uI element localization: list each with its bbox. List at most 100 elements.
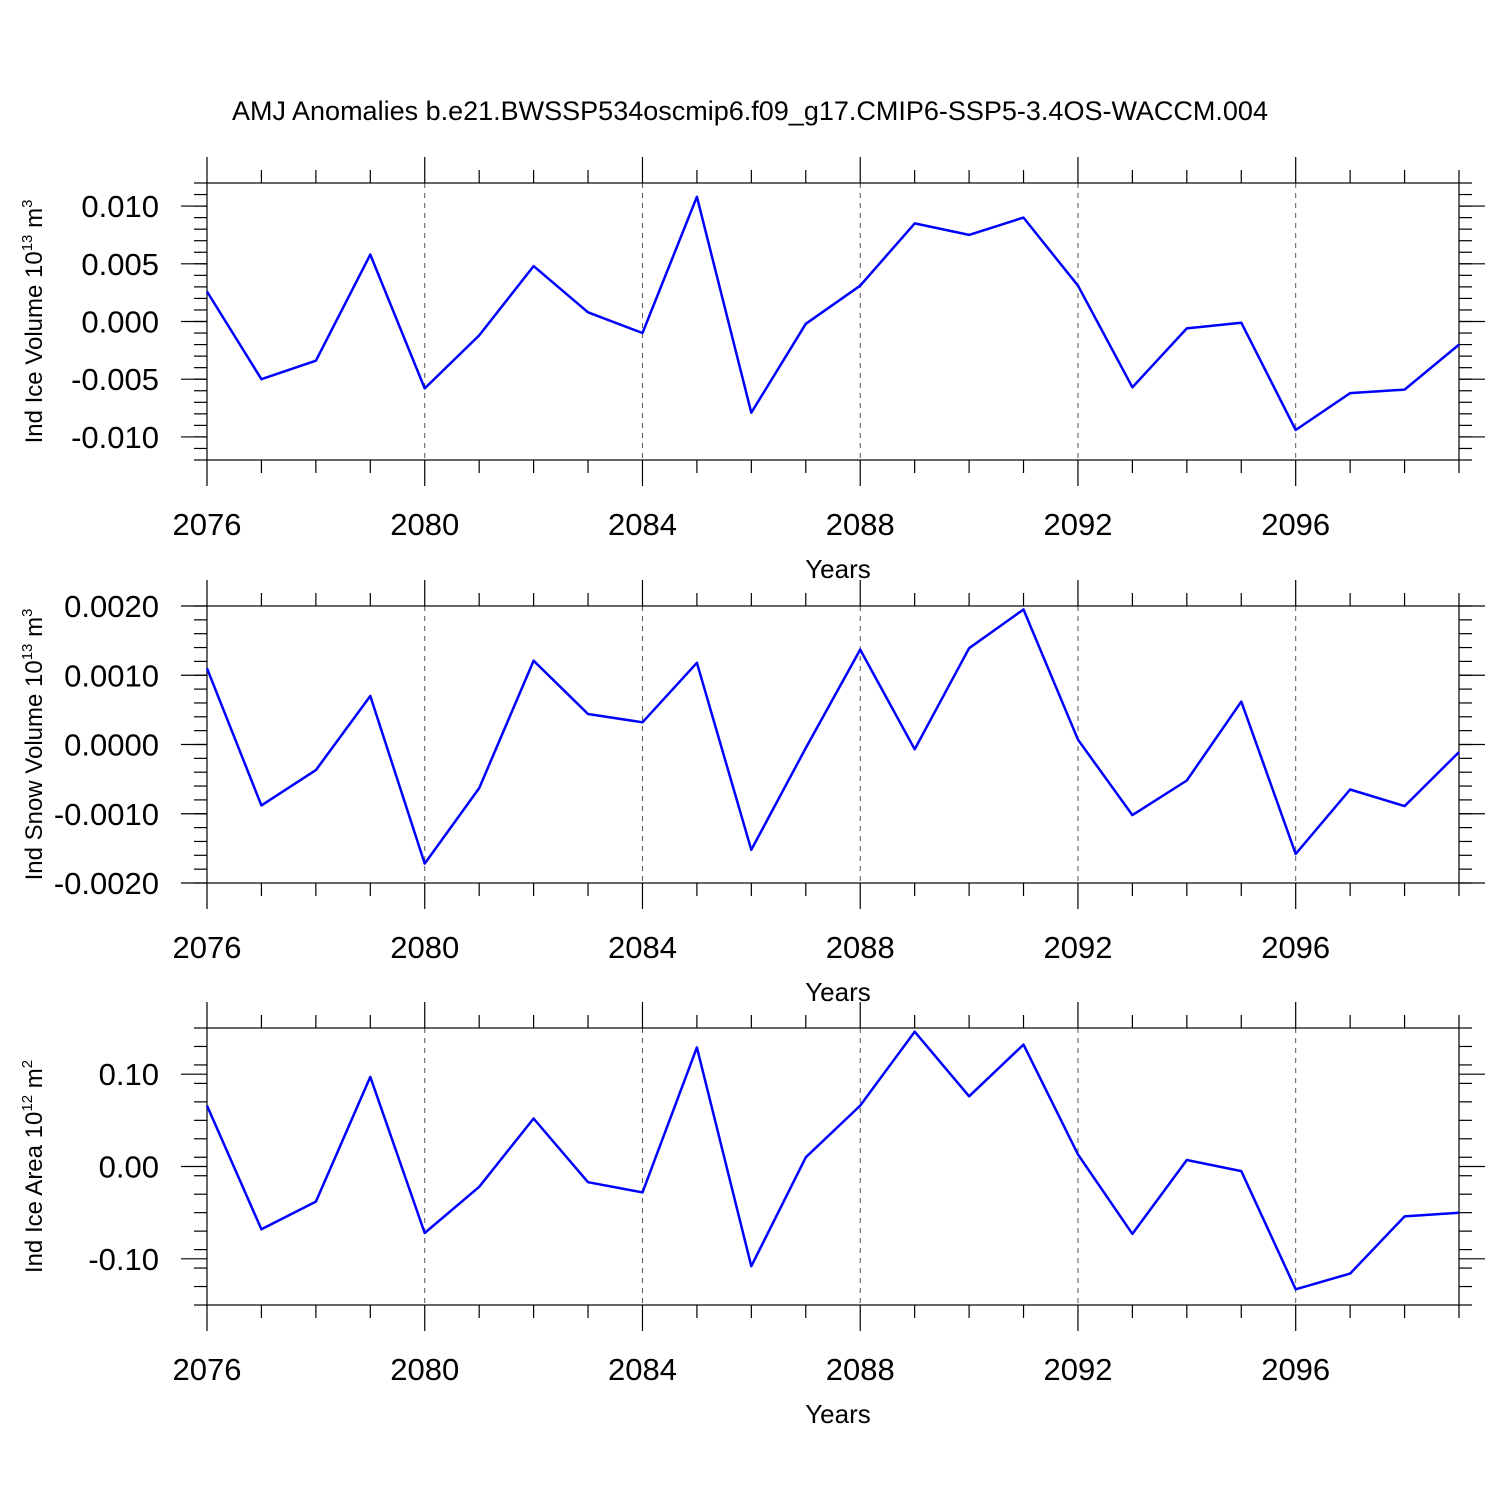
- panel-3-data-point-2080: [423, 1231, 427, 1235]
- panel-2-y-tick-label-4: 0.0020: [64, 589, 159, 624]
- panel-3-data-point-2092: [1076, 1152, 1080, 1156]
- panel-1-y-tick-label-3: 0.005: [81, 247, 159, 282]
- panel-1-data-point-2099: [1457, 343, 1461, 347]
- panel-1-data-point-2089: [913, 221, 917, 225]
- panel-1-x-axis-label: Years: [805, 554, 871, 584]
- panel-1-data-point-2094: [1185, 326, 1189, 330]
- panel-1-data-point-2091: [1022, 216, 1026, 220]
- panel-1-plot-frame: [206, 182, 1460, 461]
- panel-3-data-point-2085: [695, 1045, 699, 1049]
- panel-1-y-tick-label-2: 0.000: [81, 305, 159, 340]
- panel-2-data-point-2095: [1239, 700, 1243, 704]
- panel-3-data-point-2077: [259, 1227, 263, 1231]
- panel-3-data-point-2082: [532, 1116, 536, 1120]
- panel-2-data-point-2076: [205, 666, 209, 670]
- panel-2-data-point-2084: [640, 720, 644, 724]
- panel-1-x-tick-label-2080: 2080: [390, 507, 459, 542]
- panel-2-y-axis-label-unit-exp: 3: [19, 609, 36, 617]
- panel-2-x-tick-label-2080: 2080: [390, 930, 459, 965]
- panel-1-series-line: [205, 195, 1460, 432]
- chart-panels: 2076 2080 2084 2088 2092 2096 -0.010 -0.005 0.00…: [19, 157, 1485, 1429]
- panel-2-data-point-2082: [532, 659, 536, 663]
- panel-1-y-axis-label-exp: 13: [19, 235, 36, 252]
- panel-3-data-point-2088: [858, 1104, 862, 1108]
- panel-1-data-point-2097: [1348, 391, 1352, 395]
- chart-title: AMJ Anomalies b.e21.BWSSP534oscmip6.f09_…: [232, 96, 1268, 126]
- panel-1-data-point-2085: [695, 195, 699, 199]
- panel-2-y-axis-label: Ind Snow Volume 1013 m3: [19, 609, 48, 881]
- panel-3-data-point-2086: [749, 1264, 753, 1268]
- panel-3: 2076 2080 2084 2088 2092 2096 -0.10 0.00 0.10 Yea…: [19, 1002, 1485, 1429]
- panel-3-data-point-2093: [1130, 1232, 1134, 1236]
- panel-2-data-point-2092: [1076, 738, 1080, 742]
- panel-1-x-tick-label-2076: 2076: [173, 507, 242, 542]
- panel-3-y-axis-label-unit: m: [21, 1068, 48, 1095]
- panel-2-data-point-2090: [967, 646, 971, 650]
- panel-2-data-point-2083: [586, 712, 590, 716]
- panel-1-data-point-2084: [640, 331, 644, 335]
- panel-3-data-point-2081: [477, 1185, 481, 1189]
- panel-3-data-point-2083: [586, 1180, 590, 1184]
- panel-3-data-point-2078: [314, 1200, 318, 1204]
- panel-2-data-point-2089: [913, 747, 917, 751]
- panel-3-data-point-2096: [1294, 1287, 1298, 1291]
- panel-1-data-point-2079: [368, 253, 372, 257]
- panel-2-data-point-2093: [1130, 813, 1134, 817]
- panel-3-plot-frame: [206, 1027, 1460, 1306]
- panel-3-data-point-2094: [1185, 1158, 1189, 1162]
- panel-3-x-tick-label-2080: 2080: [390, 1352, 459, 1387]
- panel-2-y-axis-label-exp: 13: [19, 644, 36, 661]
- panel-1-data-point-2078: [314, 359, 318, 363]
- panel-1-y-axis-label-unit: m: [21, 208, 48, 235]
- panel-2-plot-frame: [206, 605, 1460, 884]
- panel-1-data-point-2082: [532, 264, 536, 268]
- panel-2-y-tick-label-0: -0.0020: [54, 866, 159, 901]
- panel-3-x-tick-label-2092: 2092: [1043, 1352, 1112, 1387]
- panel-2-data-point-2096: [1294, 852, 1298, 856]
- panel-1-y-tick-label-4: 0.010: [81, 189, 159, 224]
- panel-3-y-tick-label-1: 0.00: [99, 1150, 159, 1185]
- panel-3-y-axis-label-exp: 12: [19, 1095, 36, 1112]
- panel-3-data-point-2087: [804, 1155, 808, 1159]
- panel-2-data-point-2091: [1022, 607, 1026, 611]
- panel-3-data-point-2076: [205, 1104, 209, 1108]
- panel-2-y-tick-label-2: 0.0000: [64, 728, 159, 763]
- panel-3-data-point-2084: [640, 1190, 644, 1194]
- panel-1-y-tick-label-1: -0.005: [71, 362, 159, 397]
- panel-3-y-axis-label-text: Ind Ice Area 10: [21, 1112, 48, 1273]
- panel-3-data-point-2090: [967, 1094, 971, 1098]
- panel-3-data-point-2079: [368, 1075, 372, 1079]
- panel-3-data-point-2089: [913, 1030, 917, 1034]
- panel-2-data-point-2094: [1185, 779, 1189, 783]
- panel-3-y-axis-label-unit-exp: 2: [19, 1060, 36, 1068]
- panel-1-y-axis-label-text: Ind Ice Volume 10: [21, 251, 48, 443]
- panel-2-data-point-2085: [695, 661, 699, 665]
- panel-2-x-tick-label-2076: 2076: [173, 930, 242, 965]
- panel-3-x-tick-label-2084: 2084: [608, 1352, 677, 1387]
- panel-2-y-tick-label-1: -0.0010: [54, 797, 159, 832]
- panel-1-data-point-2095: [1239, 321, 1243, 325]
- panel-3-x-axis-label: Years: [805, 1399, 871, 1429]
- panel-2-data-point-2088: [858, 648, 862, 652]
- panel-3-data-point-2091: [1022, 1043, 1026, 1047]
- panel-1-data-point-2093: [1130, 385, 1134, 389]
- panel-2-x-tick-label-2092: 2092: [1043, 930, 1112, 965]
- panel-3-data-point-2095: [1239, 1169, 1243, 1173]
- panel-1-data-point-2083: [586, 310, 590, 314]
- panel-3-x-tick-label-2088: 2088: [826, 1352, 895, 1387]
- panel-1-x-tick-label-2096: 2096: [1261, 507, 1330, 542]
- panel-1-x-tick-label-2088: 2088: [826, 507, 895, 542]
- panel-1-data-point-2087: [804, 322, 808, 326]
- panel-2-data-point-2086: [749, 848, 753, 852]
- panel-3-data-point-2097: [1348, 1272, 1352, 1276]
- panel-1-data-point-2092: [1076, 284, 1080, 288]
- panel-3-y-tick-label-2: 0.10: [99, 1057, 159, 1092]
- panel-2-data-point-2079: [368, 694, 372, 698]
- panel-1-y-tick-label-0: -0.010: [71, 420, 159, 455]
- panel-2-data-point-2097: [1348, 788, 1352, 792]
- panel-2-y-axis-label-text: Ind Snow Volume 10: [21, 660, 48, 880]
- panel-2-x-tick-label-2088: 2088: [826, 930, 895, 965]
- panel-2-data-point-2081: [477, 786, 481, 790]
- panel-1-data-point-2080: [423, 386, 427, 390]
- panel-3-y-axis-label: Ind Ice Area 1012 m2: [19, 1060, 48, 1273]
